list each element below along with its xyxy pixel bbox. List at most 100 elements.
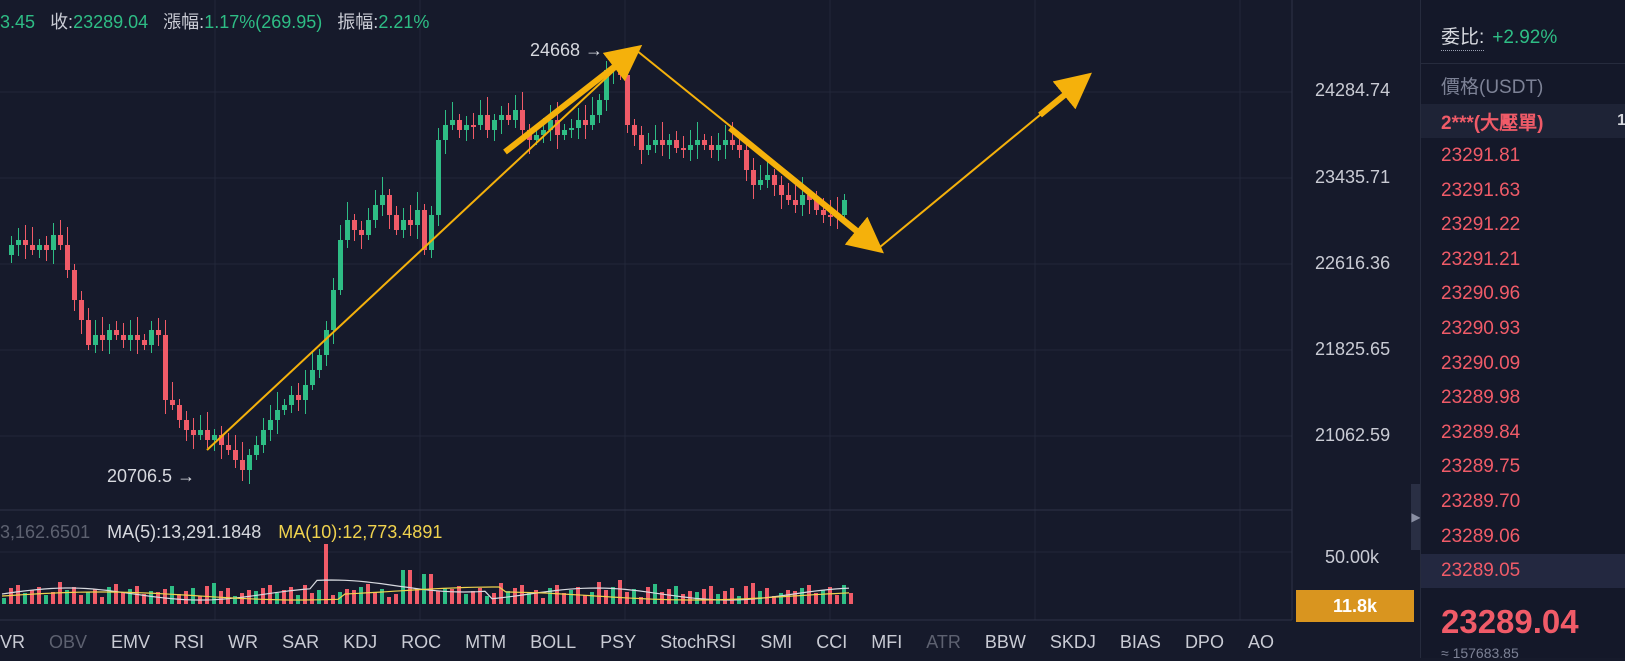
- ask-price: 23289.06: [1441, 525, 1521, 547]
- ask-price: 23289.84: [1441, 421, 1521, 443]
- volume-bar: [842, 585, 846, 604]
- candle-body: [779, 185, 784, 195]
- volume-bar: [779, 593, 783, 604]
- candle-body: [597, 100, 602, 115]
- indicator-tab-bbw[interactable]: BBW: [984, 632, 1026, 652]
- chart-area[interactable]: 3.45 收:23289.04 漲幅:1.17%(269.95) 振幅:2.21…: [0, 0, 1421, 658]
- ask-row[interactable]: 23291.81: [1421, 139, 1625, 173]
- volume-ma5: MA(5):13,291.1848: [107, 522, 262, 542]
- ask-row[interactable]: 23291.21: [1421, 243, 1625, 277]
- volume-bar: [51, 592, 55, 604]
- volume-bar: [23, 593, 27, 604]
- candle-body: [842, 200, 847, 215]
- candle-body: [240, 460, 245, 470]
- candle-body: [499, 115, 504, 120]
- candle-body: [100, 335, 105, 340]
- ask-row[interactable]: 23291.22: [1421, 208, 1625, 242]
- candle-body: [310, 370, 315, 385]
- close-value: 23289.04: [73, 12, 149, 32]
- ask-row[interactable]: 23289.98: [1421, 381, 1625, 415]
- volume-bar: [793, 591, 797, 604]
- volume-bars: [2, 544, 853, 604]
- volume-bar: [254, 591, 258, 604]
- big-order-row[interactable]: 2***(大壓單) 1: [1421, 104, 1625, 138]
- candle-body: [366, 220, 371, 235]
- indicator-tab-roc[interactable]: ROC: [401, 632, 442, 652]
- candle-body: [478, 115, 483, 125]
- ask-row[interactable]: 23289.84: [1421, 416, 1625, 450]
- indicator-tab-boll[interactable]: BOLL: [530, 632, 577, 652]
- ask-row[interactable]: 23289.06: [1421, 520, 1625, 554]
- amplitude-value: 2.21%: [378, 12, 430, 32]
- candle-body: [86, 320, 91, 345]
- indicator-tab-dpo[interactable]: DPO: [1184, 632, 1224, 652]
- volume-bar: [772, 596, 776, 604]
- indicator-tab-atr[interactable]: ATR: [926, 632, 961, 652]
- volume-bar: [499, 583, 503, 604]
- indicator-tab-sar[interactable]: SAR: [282, 632, 320, 652]
- indicator-tab-bias[interactable]: BIAS: [1119, 632, 1161, 652]
- collapse-handle[interactable]: ▶: [1411, 484, 1421, 550]
- volume-bar: [184, 591, 188, 604]
- volume-bar: [387, 597, 391, 604]
- volume-bar: [93, 589, 97, 604]
- trend-line-up: [206, 49, 637, 451]
- bid-ask-ratio: 委比: +2.92%: [1441, 22, 1557, 51]
- volume-bar: [170, 586, 174, 604]
- candle-body: [289, 395, 294, 405]
- ask-row[interactable]: 23289.70: [1421, 485, 1625, 519]
- candle-body: [590, 115, 595, 125]
- indicator-tab-mtm[interactable]: MTM: [465, 632, 507, 652]
- ratio-label[interactable]: 委比:: [1441, 27, 1485, 51]
- ask-row[interactable]: 23290.96: [1421, 277, 1625, 311]
- ask-price: 23291.81: [1441, 145, 1521, 166]
- indicator-tab-ao[interactable]: AO: [1247, 632, 1274, 652]
- indicator-tab-psy[interactable]: PSY: [600, 632, 637, 652]
- indicator-tab-obv[interactable]: OBV: [49, 632, 88, 652]
- ask-row[interactable]: 23290.93: [1421, 312, 1625, 346]
- indicator-tab-skdj[interactable]: SKDJ: [1049, 632, 1096, 652]
- indicator-tab-vr[interactable]: VR: [0, 632, 26, 652]
- candle-body: [303, 385, 308, 400]
- indicator-tab-stochrsi[interactable]: StochRSI: [660, 632, 737, 652]
- indicator-tab-wr[interactable]: WR: [228, 632, 259, 652]
- candle-body: [422, 210, 427, 250]
- volume-bar: [716, 594, 720, 604]
- candle-body: [107, 330, 112, 340]
- volume-bar: [65, 590, 69, 604]
- indicator-tab-mfi[interactable]: MFI: [871, 632, 903, 652]
- ask-row[interactable]: 23291.63: [1421, 174, 1625, 208]
- volume-bar: [583, 595, 587, 604]
- candle-body: [233, 450, 238, 460]
- ask-row[interactable]: 23290.09: [1421, 347, 1625, 381]
- indicator-tab-emv[interactable]: EMV: [111, 632, 151, 652]
- indicator-tab-kdj[interactable]: KDJ: [343, 632, 378, 652]
- indicator-tab-rsi[interactable]: RSI: [174, 632, 205, 652]
- volume-bar: [100, 597, 104, 604]
- indicator-tabs: VR OBV EMV RSI WR SAR KDJ ROC MTM BOLL PSY StochRSI…: [0, 627, 1300, 658]
- candlestick-chart[interactable]: [0, 0, 1420, 658]
- candle-body: [268, 420, 273, 430]
- volume-bar: [814, 593, 818, 604]
- candle-body: [170, 400, 175, 405]
- volume-bar: [548, 588, 552, 604]
- candle-body: [821, 210, 826, 215]
- ask-price: 23289.05: [1441, 560, 1521, 582]
- candle-body: [184, 420, 189, 430]
- ask-row[interactable]: 23289.75: [1421, 450, 1625, 484]
- indicator-tab-smi[interactable]: SMI: [760, 632, 793, 652]
- candle-body: [688, 145, 693, 150]
- ask-row[interactable]: 23289.05: [1421, 554, 1625, 589]
- trend-arrow-up: [503, 44, 643, 155]
- volume-bar: [611, 587, 615, 604]
- divider: [1421, 63, 1625, 64]
- amplitude-label: 振幅:: [337, 12, 379, 32]
- candle-body: [464, 125, 469, 130]
- volume-ma10-line: [1, 586, 850, 601]
- candle-body: [331, 290, 336, 330]
- volume-bar: [107, 587, 111, 604]
- indicator-tab-cci[interactable]: CCI: [816, 632, 848, 652]
- candle-body: [436, 140, 441, 215]
- candle-body: [373, 205, 378, 220]
- volume-bar: [324, 544, 328, 604]
